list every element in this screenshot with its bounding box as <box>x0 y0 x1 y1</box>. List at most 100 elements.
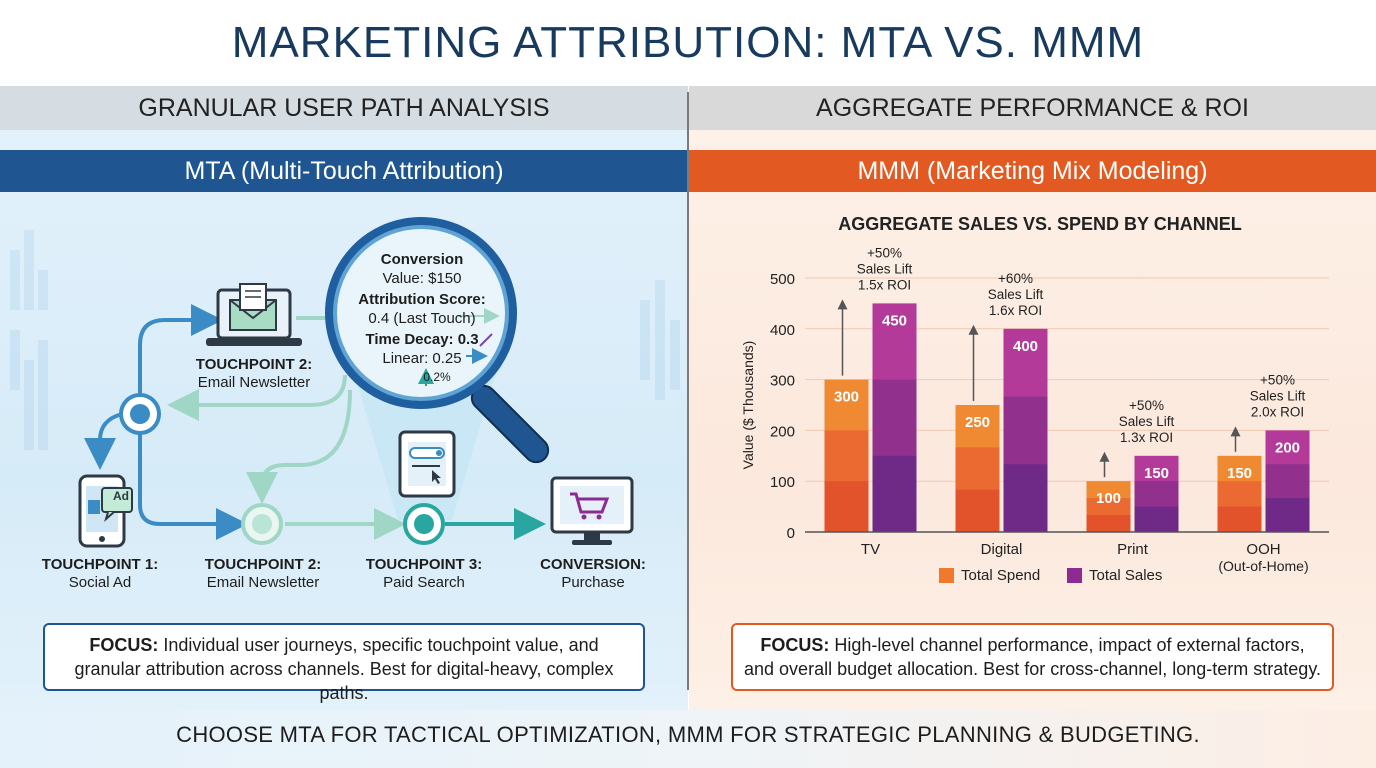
spend-bar-segment <box>1086 498 1131 516</box>
x-tick-label: OOH <box>1246 541 1280 558</box>
bottom-tagline: CHOOSE MTA FOR TACTICAL OPTIMIZATION, MM… <box>176 722 1200 747</box>
mta-focus-label: FOCUS: <box>89 635 159 655</box>
email-laptop-icon <box>206 283 302 346</box>
chart-bars: 300 450 250 400 100 150 150 200 <box>824 303 1310 533</box>
x-tick-label: Print <box>1117 541 1149 558</box>
phone-icon <box>78 474 133 548</box>
page-title: MARKETING ATTRIBUTION: MTA VS. MMM <box>0 0 1376 86</box>
monitor-cart-icon <box>550 476 634 545</box>
tp2-top-desc: Email Newsletter <box>197 374 311 391</box>
spend-data-label: 250 <box>965 414 990 431</box>
y-tick-label: 200 <box>770 423 795 440</box>
y-tick-label: 0 <box>787 525 795 542</box>
lift-annotation-text: Sales Lift <box>988 287 1044 302</box>
touchpoint-2-top-label: TOUCHPOINT 2: Email Newsletter <box>180 356 328 392</box>
lift-annotation-text: +50% <box>1260 372 1295 387</box>
chart-title: AGGREGATE SALES VS. SPEND BY CHANNEL <box>838 214 1242 234</box>
lift-annotation-text: +60% <box>998 271 1033 286</box>
legend-swatch-spend <box>939 568 954 583</box>
lift-annotation-text: 2.0x ROI <box>1251 404 1304 419</box>
lift-arrow-head <box>1099 451 1110 462</box>
panel-divider <box>687 92 689 690</box>
mta-panel-background <box>0 130 688 710</box>
mmm-focus-label: FOCUS: <box>760 635 830 655</box>
sales-data-label: 150 <box>1144 465 1169 482</box>
spend-bar-segment <box>1086 515 1131 533</box>
magnifier-readout: Conversion Value: $150 Attribution Score… <box>342 250 502 387</box>
spend-bar-segment <box>824 481 869 533</box>
bottom-band <box>0 710 1376 768</box>
lift-annotation-text: Sales Lift <box>1250 388 1306 403</box>
sales-data-label: 200 <box>1275 439 1300 456</box>
sales-data-label: 400 <box>1013 338 1038 355</box>
spend-data-label: 100 <box>1096 490 1121 507</box>
flow-line-up <box>138 304 223 414</box>
conv-desc: Purchase <box>561 574 625 591</box>
spend-bar-segment <box>824 430 869 482</box>
tp2-title: TOUCHPOINT 2: <box>204 556 322 573</box>
conv-title: CONVERSION: <box>540 556 646 573</box>
spend-bar-segment <box>955 405 1000 448</box>
sales-bar-segment <box>1265 498 1310 533</box>
sales-bar-segment <box>1134 481 1179 508</box>
spend-data-label: 150 <box>1227 465 1252 482</box>
y-tick-label: 400 <box>770 322 795 339</box>
sales-bar-segment <box>1134 455 1179 482</box>
mmm-banner: MMM (Marketing Mix Modeling) <box>689 150 1376 192</box>
flow-line-bottom <box>138 433 248 540</box>
sales-bar-segment <box>1003 396 1048 465</box>
touchpoint-3-label: TOUCHPOINT 3: Paid Search <box>354 556 494 592</box>
spend-bar-segment <box>1086 481 1131 499</box>
sales-data-label: 450 <box>882 312 907 329</box>
sales-bar-segment <box>1265 430 1310 465</box>
mag-last-touch: 0.4 (Last Touch) <box>368 310 476 327</box>
mag-time-decay: Time Decay: 0.3 <box>365 331 479 348</box>
tp3-title: TOUCHPOINT 3: <box>365 556 483 573</box>
tablet-search-icon <box>398 430 456 498</box>
sales-bar-segment <box>1134 506 1179 533</box>
mta-focus-box: FOCUS: Individual user journeys, specifi… <box>43 623 645 703</box>
touchpoint-2-label: TOUCHPOINT 2: Email Newsletter <box>188 556 338 592</box>
mta-subheader: GRANULAR USER PATH ANALYSIS <box>0 86 688 130</box>
mta-focus-text: Individual user journeys, specific touch… <box>74 635 614 703</box>
chart-axes: 0 100 200 300 400 500 Value ($ Thousands) TV Dig… <box>740 271 1329 584</box>
tp2-top-title: TOUCHPOINT 2: <box>195 356 313 373</box>
legend-swatch-sales <box>1067 568 1082 583</box>
touchpoint-1-label: TOUCHPOINT 1: Social Ad <box>30 556 170 592</box>
mag-value: Value: $150 <box>382 270 462 287</box>
x-tick-label: TV <box>861 541 880 558</box>
sales-bar-segment <box>1003 464 1048 533</box>
tp1-desc: Social Ad <box>68 574 132 591</box>
flow-line-down <box>84 412 123 470</box>
lift-annotation-text: 1.5x ROI <box>858 277 911 292</box>
lift-annotation-text: 1.3x ROI <box>1120 430 1173 445</box>
spend-bar-segment <box>955 447 1000 491</box>
legend-label-sales: Total Sales <box>1089 567 1162 584</box>
spend-bar-segment <box>955 489 1000 533</box>
tp1-title: TOUCHPOINT 1: <box>41 556 159 573</box>
mmm-subheader: AGGREGATE PERFORMANCE & ROI <box>689 86 1376 130</box>
sales-bar-segment <box>872 379 917 457</box>
x-tick-label: Digital <box>981 541 1023 558</box>
spend-bar-segment <box>1217 481 1262 508</box>
tp3-desc: Paid Search <box>383 574 465 591</box>
lift-arrow-head <box>1230 426 1241 437</box>
mag-linear: Linear: 0.25 <box>382 350 462 367</box>
mag-percent: 0.2% <box>423 370 451 384</box>
mag-score-label: Attribution Score: <box>358 291 486 308</box>
spend-bar-segment <box>824 379 869 431</box>
y-tick-label: 100 <box>770 474 795 491</box>
sales-bar-segment <box>1003 328 1048 398</box>
lift-annotation-text: +50% <box>867 245 902 260</box>
mmm-focus-box: FOCUS: High-level channel performance, i… <box>731 623 1334 691</box>
y-tick-label: 500 <box>770 271 795 288</box>
sales-bar-segment <box>872 303 917 381</box>
spend-bar-segment <box>1217 506 1262 533</box>
x-tick-sublabel: (Out-of-Home) <box>1218 558 1308 574</box>
tp2-desc: Email Newsletter <box>206 574 320 591</box>
lift-annotation-text: Sales Lift <box>1119 414 1175 429</box>
lift-arrow-head <box>968 324 979 335</box>
legend-label-spend: Total Spend <box>961 567 1040 584</box>
